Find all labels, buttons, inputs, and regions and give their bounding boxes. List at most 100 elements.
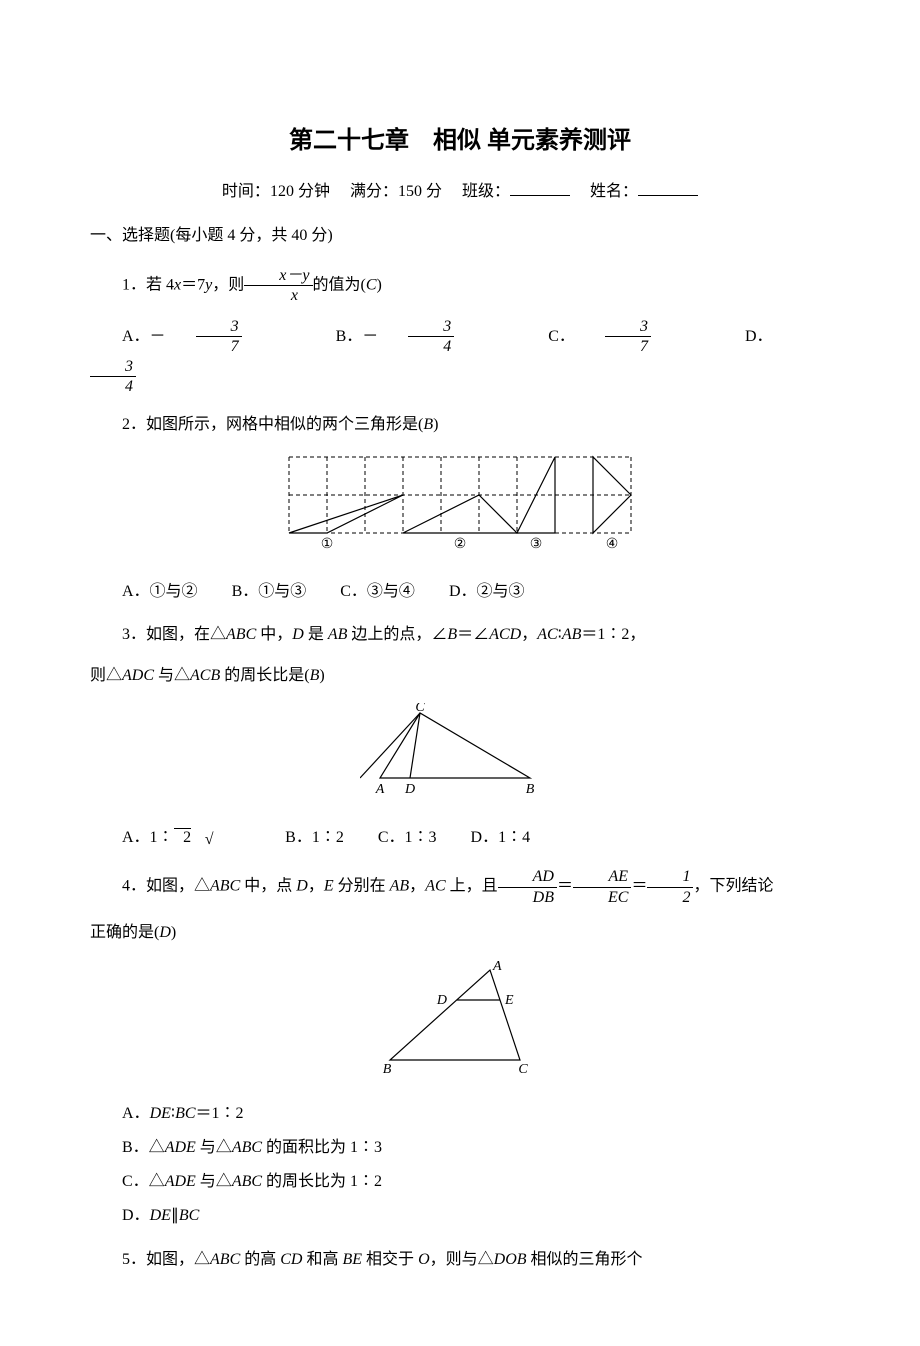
q4-fig-B: B bbox=[383, 1062, 392, 1075]
q3-svg: A D B C bbox=[360, 703, 560, 798]
q1-frac-minus: － bbox=[286, 267, 302, 284]
q3-m4: ＝∠ bbox=[457, 626, 489, 643]
score-label: 满分： bbox=[350, 183, 398, 200]
q1-optB-den: 4 bbox=[408, 337, 454, 356]
q3-fig-B: B bbox=[526, 782, 535, 797]
q1-text: 1．若 4 bbox=[122, 276, 174, 293]
q4-m1: 中，点 bbox=[240, 878, 296, 895]
q3-m3: 边上的点，∠ bbox=[347, 626, 447, 643]
q4-options: A．DE∶BC＝1∶2 B．△ADE 与△ABC 的面积比为 1∶3 C．△AD… bbox=[90, 1100, 830, 1230]
q1-optB-num: 3 bbox=[408, 317, 454, 337]
q4-abc: ABC bbox=[210, 878, 240, 895]
question-4-line2: 正确的是(D) bbox=[90, 919, 830, 948]
q1-close: ) bbox=[377, 276, 382, 293]
q3-m7: ＝1∶2， bbox=[581, 626, 645, 643]
q4-figure: A D E B C bbox=[90, 960, 830, 1086]
q3-figure: A D B C bbox=[90, 703, 830, 809]
q3-fig-D: D bbox=[404, 782, 415, 797]
q2-optA: A．①与② bbox=[122, 583, 198, 600]
q4-close: ) bbox=[171, 924, 176, 941]
q5-o: O bbox=[418, 1251, 430, 1268]
q5-m4: ，则与△ bbox=[430, 1251, 494, 1268]
q5-suffix: 相似的三角形个 bbox=[527, 1251, 643, 1268]
q4-f2d: EC bbox=[573, 888, 631, 907]
q5-dob: DOB bbox=[494, 1251, 527, 1268]
q3-acb: ACB bbox=[190, 667, 220, 684]
q3-optC: C．1∶3 bbox=[378, 829, 437, 846]
q1-optB-label: B．－ bbox=[336, 328, 379, 345]
q1-answer: C bbox=[366, 276, 377, 293]
q1-optA: A．－37 bbox=[122, 328, 302, 345]
question-5: 5．如图，△ABC 的高 CD 和高 BE 相交于 O，则与△DOB 相似的三角… bbox=[90, 1246, 830, 1275]
q4-optD-bc: BC bbox=[179, 1207, 199, 1224]
q3-m1: 中， bbox=[256, 626, 292, 643]
q2-label-1: ① bbox=[321, 537, 334, 552]
q1-optC: C．37 bbox=[548, 328, 711, 345]
q1-optA-den: 7 bbox=[196, 337, 242, 356]
q5-m3: 相交于 bbox=[362, 1251, 418, 1268]
q1-text2: ＝7 bbox=[181, 276, 205, 293]
name-label: 姓名： bbox=[590, 183, 638, 200]
q3-fig-C: C bbox=[415, 703, 425, 715]
q1-optD-den: 4 bbox=[90, 377, 136, 396]
q4-optD: D．DE∥BC bbox=[90, 1202, 830, 1231]
q5-abc: ABC bbox=[210, 1251, 240, 1268]
q4-c2: ， bbox=[409, 878, 425, 895]
q1-optC-label: C． bbox=[548, 328, 575, 345]
q3-fig-A: A bbox=[375, 782, 385, 797]
time-label: 时间： bbox=[222, 183, 270, 200]
q4-frac3: 12 bbox=[647, 867, 693, 906]
time-value: 120 分钟 bbox=[270, 183, 330, 200]
q2-close: ) bbox=[433, 416, 438, 433]
q3-optD: D．1∶4 bbox=[471, 829, 531, 846]
q1-frac-den: x bbox=[244, 286, 312, 305]
q1-options: A．－37 B．－34 C．37 D．34 bbox=[90, 317, 830, 396]
q3-ab: AB bbox=[328, 626, 348, 643]
q2-options: A．①与② B．①与③ C．③与④ D．②与③ bbox=[90, 578, 830, 607]
q3-close: ) bbox=[319, 667, 324, 684]
q4-optA-bc: BC bbox=[175, 1105, 195, 1122]
q2-label-2: ② bbox=[454, 537, 467, 552]
q4-fig-C: C bbox=[518, 1062, 528, 1075]
q3-optA: A．1∶√2 bbox=[122, 829, 251, 846]
question-1: 1．若 4x＝7y，则x－yx的值为(C) bbox=[90, 266, 830, 305]
q3-b: B bbox=[447, 626, 457, 643]
q3-options: A．1∶√2 B．1∶2 C．1∶3 D．1∶4 bbox=[90, 824, 830, 853]
question-3-line2: 则△ADC 与△ACB 的周长比是(B) bbox=[90, 662, 830, 691]
q1-optC-num: 3 bbox=[605, 317, 651, 337]
q4-answer: D bbox=[159, 924, 171, 941]
q2-optD: D．②与③ bbox=[449, 583, 525, 600]
q4-frac2: AEEC bbox=[573, 867, 631, 906]
section-1-header: 一、选择题(每小题 4 分，共 40 分) bbox=[90, 222, 830, 251]
q1-optD-label: D． bbox=[745, 328, 773, 345]
q3-optB: B．1∶2 bbox=[285, 829, 344, 846]
q4-optD-p: D． bbox=[122, 1207, 150, 1224]
question-2: 2．如图所示，网格中相似的两个三角形是(B) bbox=[90, 411, 830, 440]
q3-p1: 3．如图，在△ bbox=[122, 626, 226, 643]
class-blank[interactable] bbox=[510, 180, 570, 196]
q2-label-3: ③ bbox=[530, 537, 543, 552]
q1-suffix: 的值为( bbox=[313, 276, 366, 293]
q3-l2m: 与△ bbox=[154, 667, 190, 684]
q1-frac-num-b: y bbox=[302, 267, 309, 284]
q4-f3d: 2 bbox=[647, 888, 693, 907]
q4-svg: A D E B C bbox=[375, 960, 545, 1075]
q4-f3n: 1 bbox=[647, 867, 693, 887]
q5-cd: CD bbox=[280, 1251, 302, 1268]
q4-optA-de: DE bbox=[150, 1105, 171, 1122]
q4-suffix: ，下列结论 bbox=[693, 878, 773, 895]
name-blank[interactable] bbox=[638, 180, 698, 196]
q2-optC: C．③与④ bbox=[340, 583, 415, 600]
q3-m2: 是 bbox=[304, 626, 328, 643]
q5-be: BE bbox=[343, 1251, 363, 1268]
q1-optD-num: 3 bbox=[90, 357, 136, 377]
exam-info: 时间：120 分钟 满分：150 分 班级： 姓名： bbox=[90, 178, 830, 207]
q4-optA-s: ＝1∶2 bbox=[196, 1105, 244, 1122]
q3-adc: ADC bbox=[122, 667, 154, 684]
q4-fig-A: A bbox=[492, 960, 502, 974]
q3-answer: B bbox=[310, 667, 320, 684]
q4-f1d: DB bbox=[498, 888, 557, 907]
q4-e: E bbox=[324, 878, 334, 895]
q3-abc: ABC bbox=[226, 626, 256, 643]
q2-answer: B bbox=[423, 416, 433, 433]
